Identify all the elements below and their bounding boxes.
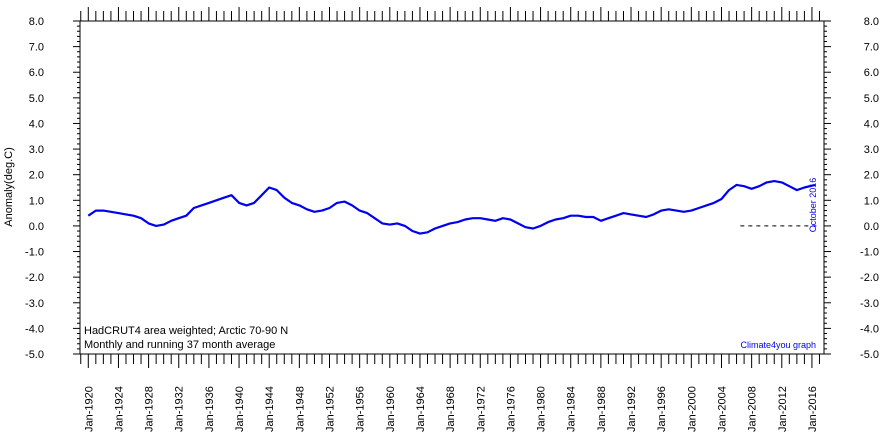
y-tick-label-right: 1.0 (864, 195, 879, 207)
x-tick-label: Jan-1928 (144, 386, 156, 432)
x-tick-label: Jan-1956 (355, 386, 367, 432)
x-tick-label: Jan-1980 (536, 386, 548, 432)
series-layer (87, 180, 816, 235)
x-tick-label: Jan-1940 (234, 386, 246, 432)
y-tick-label-right: 8.0 (864, 16, 879, 28)
y-tick-label-left: 7.0 (29, 42, 44, 54)
series-running-average (87, 180, 816, 235)
date-label: October 2016 (808, 178, 818, 233)
x-tick-label: Jan-1976 (505, 386, 517, 432)
y-tick-label-right: 2.0 (864, 170, 879, 182)
y-tick-label-right: 0.0 (864, 221, 879, 233)
x-tick-label: Jan-1952 (325, 386, 337, 432)
x-tick-label: Jan-1996 (656, 386, 668, 432)
x-tick-label: Jan-1948 (294, 386, 306, 432)
plot-frame (79, 20, 825, 355)
y-tick-label-right: 4.0 (864, 118, 879, 130)
credit-label: Climate4you graph (740, 340, 816, 350)
x-tick-label: Jan-2004 (716, 386, 728, 432)
y-tick-label-right: -2.0 (860, 272, 879, 284)
y-tick-label-left: 6.0 (29, 67, 44, 79)
x-tick-label: Jan-2000 (686, 386, 698, 432)
y-tick-label-right: -4.0 (860, 323, 879, 335)
y-tick-label-right: -5.0 (860, 349, 879, 361)
y-tick-label-left: -2.0 (25, 272, 44, 284)
y-tick-label-left: 1.0 (29, 195, 44, 207)
x-tick-label: Jan-1960 (385, 386, 397, 432)
x-tick-label: Jan-1920 (83, 386, 95, 432)
x-tick-label: Jan-2016 (807, 386, 819, 432)
y-tick-label-right: 5.0 (864, 93, 879, 105)
x-tick-label: Jan-1936 (204, 386, 216, 432)
y-tick-label-left: -4.0 (25, 323, 44, 335)
x-tick-label: Jan-1992 (626, 386, 638, 432)
x-tick-label: Jan-1932 (174, 386, 186, 432)
y-tick-label-left: -1.0 (25, 247, 44, 259)
x-tick-label: Jan-1972 (475, 386, 487, 432)
x-tick-label: Jan-1964 (415, 386, 427, 432)
y-tick-label-right: 6.0 (864, 67, 879, 79)
y-axis-left: 8.0 7.0 6.0 5.0 4.0 3.0 2.0 1.0 0.0 -1.0 -2.0 -3.0 -… (25, 16, 80, 361)
x-tick-label: Jan-2012 (777, 386, 789, 432)
y-tick-label-left: -3.0 (25, 298, 44, 310)
y-tick-label-left: 5.0 (29, 93, 44, 105)
y-tick-label-right: 7.0 (864, 42, 879, 54)
y-axis-label: Anomaly(deg.C) (3, 147, 15, 226)
y-tick-label-right: -3.0 (860, 298, 879, 310)
x-tick-label: Jan-1924 (113, 386, 125, 432)
chart-title-line1: HadCRUT4 area weighted; Arctic 70-90 N (84, 325, 288, 337)
x-tick-label: Jan-1944 (264, 386, 276, 432)
y-tick-label-right: 3.0 (864, 144, 879, 156)
y-tick-label-left: 0.0 (29, 221, 44, 233)
y-tick-label-left: 2.0 (29, 170, 44, 182)
y-tick-label-left: 3.0 (29, 144, 44, 156)
y-tick-label-right: -1.0 (860, 247, 879, 259)
x-tick-label: Jan-1984 (566, 386, 578, 432)
x-tick-label: Jan-2008 (747, 386, 759, 432)
x-axis: Jan-1920 Jan-1924 Jan-1928 Jan-1932 Jan-1936… (80, 7, 820, 432)
y-axis-right: 8.0 7.0 6.0 5.0 4.0 3.0 2.0 1.0 0.0 -1.0 -2.0 -3.0 -… (824, 16, 879, 361)
x-tick-label: Jan-1988 (596, 386, 608, 432)
x-tick-label: Jan-1968 (445, 386, 457, 432)
chart-title-line2: Monthly and running 37 month average (84, 339, 275, 351)
y-tick-label-left: -5.0 (25, 349, 44, 361)
y-tick-label-left: 8.0 (29, 16, 44, 28)
y-tick-label-left: 4.0 (29, 118, 44, 130)
